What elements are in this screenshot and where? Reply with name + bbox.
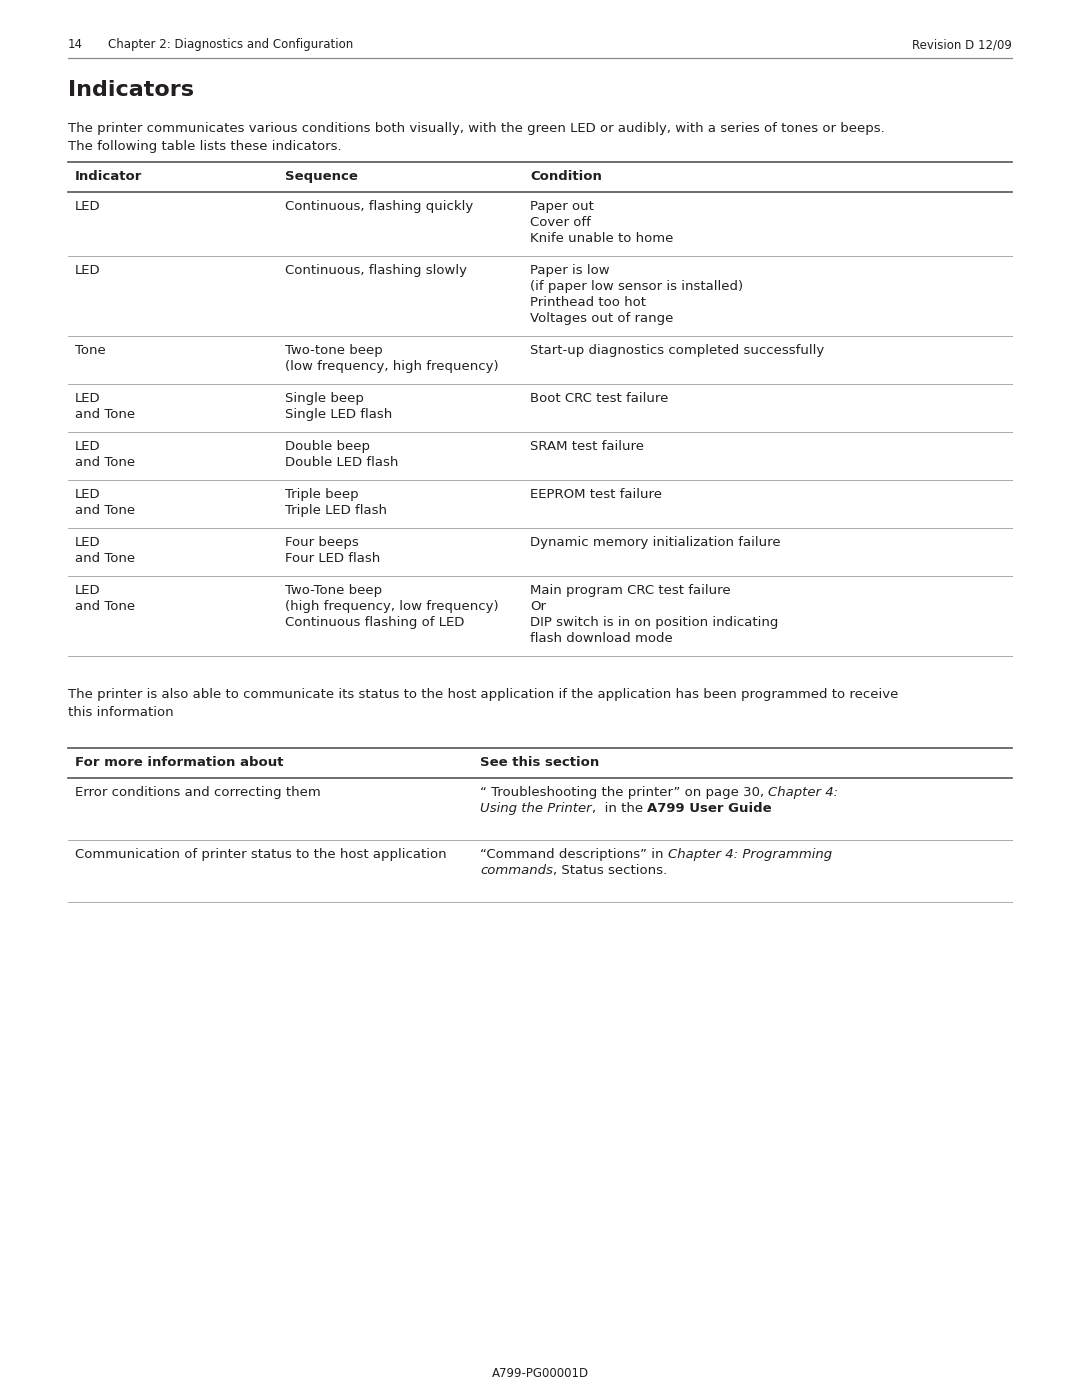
Text: Knife unable to home: Knife unable to home	[530, 232, 673, 244]
Text: and Tone: and Tone	[75, 455, 135, 469]
Text: Revision D 12/09: Revision D 12/09	[913, 38, 1012, 52]
Text: and Tone: and Tone	[75, 599, 135, 613]
Text: Chapter 4:: Chapter 4:	[768, 787, 838, 799]
Text: and Tone: and Tone	[75, 504, 135, 517]
Text: Four LED flash: Four LED flash	[285, 552, 380, 564]
Text: Double beep: Double beep	[285, 440, 370, 453]
Text: Voltages out of range: Voltages out of range	[530, 312, 673, 326]
Text: Tone: Tone	[75, 344, 106, 358]
Text: EEPROM test failure: EEPROM test failure	[530, 488, 662, 502]
Text: Condition: Condition	[530, 170, 602, 183]
Text: Or: Or	[530, 599, 546, 613]
Text: LED: LED	[75, 584, 100, 597]
Text: and Tone: and Tone	[75, 552, 135, 564]
Text: (high frequency, low frequency): (high frequency, low frequency)	[285, 599, 499, 613]
Text: Chapter 2: Diagnostics and Configuration: Chapter 2: Diagnostics and Configuration	[108, 38, 353, 52]
Text: Triple LED flash: Triple LED flash	[285, 504, 387, 517]
Text: Single LED flash: Single LED flash	[285, 408, 392, 420]
Text: Chapter 4: Programming: Chapter 4: Programming	[667, 848, 832, 861]
Text: “Command descriptions” in: “Command descriptions” in	[480, 848, 667, 861]
Text: and Tone: and Tone	[75, 408, 135, 420]
Text: Sequence: Sequence	[285, 170, 357, 183]
Text: For more information about: For more information about	[75, 756, 283, 768]
Text: Communication of printer status to the host application: Communication of printer status to the h…	[75, 848, 447, 861]
Text: Indicator: Indicator	[75, 170, 143, 183]
Text: LED: LED	[75, 200, 100, 212]
Text: Dynamic memory initialization failure: Dynamic memory initialization failure	[530, 536, 781, 549]
Text: Continuous, flashing quickly: Continuous, flashing quickly	[285, 200, 473, 212]
Text: Continuous, flashing slowly: Continuous, flashing slowly	[285, 264, 467, 277]
Text: Four beeps: Four beeps	[285, 536, 359, 549]
Text: See this section: See this section	[480, 756, 599, 768]
Text: SRAM test failure: SRAM test failure	[530, 440, 644, 453]
Text: The printer communicates various conditions both visually, with the green LED or: The printer communicates various conditi…	[68, 122, 885, 136]
Text: Double LED flash: Double LED flash	[285, 455, 399, 469]
Text: 14: 14	[68, 38, 83, 52]
Text: LED: LED	[75, 393, 100, 405]
Text: Two-tone beep: Two-tone beep	[285, 344, 382, 358]
Text: Indicators: Indicators	[68, 80, 194, 101]
Text: A799-PG00001D: A799-PG00001D	[491, 1368, 589, 1380]
Text: Two-Tone beep: Two-Tone beep	[285, 584, 382, 597]
Text: LED: LED	[75, 440, 100, 453]
Text: The following table lists these indicators.: The following table lists these indicato…	[68, 140, 341, 154]
Text: The printer is also able to communicate its status to the host application if th: The printer is also able to communicate …	[68, 687, 899, 701]
Text: Cover off: Cover off	[530, 217, 591, 229]
Text: Paper out: Paper out	[530, 200, 594, 212]
Text: Single beep: Single beep	[285, 393, 364, 405]
Text: ,  in the: , in the	[592, 802, 647, 814]
Text: Error conditions and correcting them: Error conditions and correcting them	[75, 787, 321, 799]
Text: Paper is low: Paper is low	[530, 264, 609, 277]
Text: (low frequency, high frequency): (low frequency, high frequency)	[285, 360, 499, 373]
Text: Continuous flashing of LED: Continuous flashing of LED	[285, 616, 464, 629]
Text: Printhead too hot: Printhead too hot	[530, 296, 646, 309]
Text: Triple beep: Triple beep	[285, 488, 359, 502]
Text: Boot CRC test failure: Boot CRC test failure	[530, 393, 669, 405]
Text: LED: LED	[75, 536, 100, 549]
Text: flash download mode: flash download mode	[530, 631, 673, 645]
Text: “ Troubleshooting the printer” on page 30,: “ Troubleshooting the printer” on page 3…	[480, 787, 768, 799]
Text: , Status sections.: , Status sections.	[553, 863, 667, 877]
Text: DIP switch is in on position indicating: DIP switch is in on position indicating	[530, 616, 779, 629]
Text: commands: commands	[480, 863, 553, 877]
Text: Start-up diagnostics completed successfully: Start-up diagnostics completed successfu…	[530, 344, 824, 358]
Text: this information: this information	[68, 705, 174, 719]
Text: Main program CRC test failure: Main program CRC test failure	[530, 584, 731, 597]
Text: Using the Printer: Using the Printer	[480, 802, 592, 814]
Text: A799 User Guide: A799 User Guide	[647, 802, 771, 814]
Text: LED: LED	[75, 488, 100, 502]
Text: (if paper low sensor is installed): (if paper low sensor is installed)	[530, 279, 743, 293]
Text: LED: LED	[75, 264, 100, 277]
